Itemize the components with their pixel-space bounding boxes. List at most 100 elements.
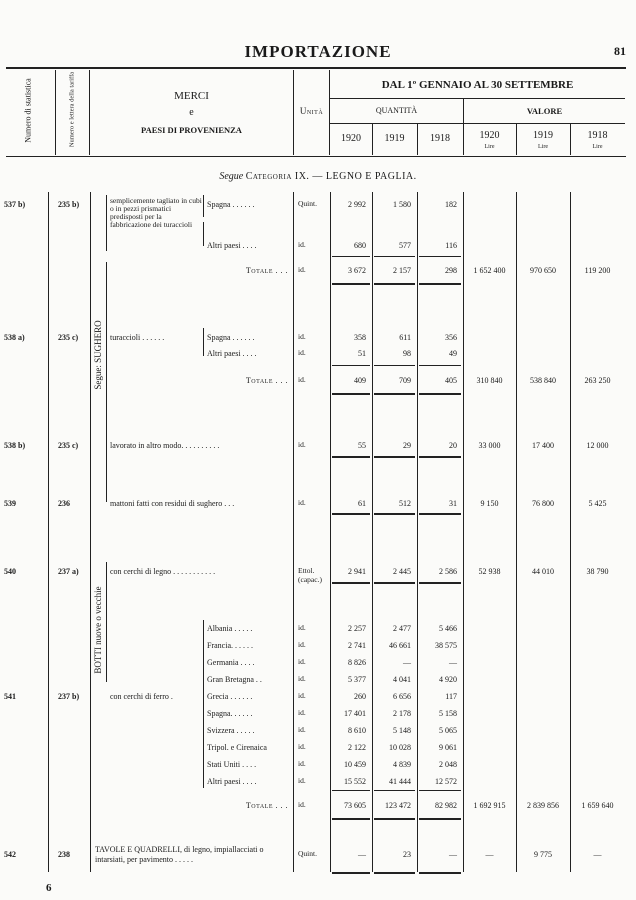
row-country: Germania . . . . xyxy=(207,658,255,667)
row-quantity: 9 061 xyxy=(439,743,457,752)
row-quantity: 2 122 xyxy=(348,743,366,752)
row-quantity: 10 028 xyxy=(389,743,411,752)
row-value: 52 938 xyxy=(478,567,501,576)
header-divider xyxy=(89,70,90,155)
row-quantity: 298 xyxy=(445,266,457,275)
brace-line xyxy=(106,195,107,251)
row-country: Spagna . . . . . . xyxy=(207,333,255,342)
total-rule xyxy=(332,513,370,515)
subtotal-rule xyxy=(332,256,370,257)
row-quantity: 2 257 xyxy=(348,624,366,633)
row-unit: id. xyxy=(298,776,306,785)
row-country: Altri paesi . . . . xyxy=(207,777,257,786)
row-value: 2 839 856 xyxy=(527,801,559,810)
row-value: 5 425 xyxy=(588,499,607,508)
row-tariff-number: 235 c) xyxy=(58,441,79,450)
row-value: 12 000 xyxy=(586,441,609,450)
col-header-value: VALORE xyxy=(526,106,563,116)
row-unit: id. xyxy=(298,742,306,751)
row-stat-number: 542 xyxy=(4,850,16,859)
row-quantity: 5 158 xyxy=(439,709,457,718)
row-quantity: 512 xyxy=(399,499,411,508)
row-unit: id. xyxy=(298,725,306,734)
row-quantity: 2 941 xyxy=(348,567,366,576)
brace-line xyxy=(106,562,107,682)
row-value: 970 650 xyxy=(530,266,556,275)
brace-line xyxy=(203,195,204,217)
row-quantity: 3 672 xyxy=(348,266,366,275)
total-rule xyxy=(332,283,370,285)
total-rule xyxy=(332,393,370,395)
row-description: con cerchi di ferro . xyxy=(110,692,173,701)
row-quantity: 29 xyxy=(403,441,411,450)
subtotal-rule xyxy=(374,365,415,366)
total-rule xyxy=(332,456,370,458)
row-country: Svizzera . . . . . xyxy=(207,726,255,735)
column-rule xyxy=(463,192,464,872)
header-divider xyxy=(329,70,330,155)
row-description: semplicemente tagliato in cubi o in pezz… xyxy=(110,196,202,229)
column-rule xyxy=(293,192,294,872)
row-unit: id. xyxy=(298,375,306,384)
row-quantity: 31 xyxy=(449,499,457,508)
row-value: 17 400 xyxy=(532,441,554,450)
row-country: Tripol. e Cirenaica xyxy=(207,743,267,752)
row-quantity: 46 661 xyxy=(389,641,411,650)
col-header-quantity: QUANTITÀ xyxy=(375,106,418,115)
row-unit: id. xyxy=(298,265,306,274)
row-total-label: Totale . . . xyxy=(245,266,288,275)
column-rule xyxy=(372,192,373,872)
page-title: IMPORTAZIONE xyxy=(244,42,392,61)
total-rule xyxy=(332,818,370,820)
row-unit: id. xyxy=(298,623,306,632)
subtotal-rule xyxy=(332,365,370,366)
col-header-merci: MERCI xyxy=(174,90,209,102)
subtotal-rule xyxy=(374,256,415,257)
row-quantity: 15 552 xyxy=(344,777,366,786)
row-description: mattoni fatti con residui di sughero . .… xyxy=(110,499,235,508)
brace-line xyxy=(203,620,204,788)
row-quantity: 38 575 xyxy=(435,641,457,650)
header-divider xyxy=(372,124,373,155)
total-rule xyxy=(419,818,461,820)
row-quantity: 123 472 xyxy=(385,801,411,810)
year-header-value: 1920 xyxy=(479,130,500,141)
row-country: Spagna . . . . . . xyxy=(207,200,255,209)
row-value: 76 800 xyxy=(532,499,554,508)
row-quantity: 577 xyxy=(399,241,411,250)
header-divider xyxy=(516,124,517,155)
row-quantity: 10 459 xyxy=(344,760,366,769)
brace-line xyxy=(203,328,204,356)
row-quantity: 2 992 xyxy=(348,200,366,209)
row-description: lavorato in altro modo. . . . . . . . . … xyxy=(110,441,220,450)
total-rule xyxy=(419,582,461,584)
row-stat-number: 537 b) xyxy=(4,200,26,209)
col-header-tariff: Numero e lettera della tariffa xyxy=(68,71,76,148)
row-unit: id. xyxy=(298,332,306,341)
year-header-value: 1918 xyxy=(587,130,608,141)
header-divider xyxy=(55,70,56,155)
currency-label: Lire xyxy=(484,144,495,150)
row-value: 1 692 915 xyxy=(473,801,506,810)
total-rule xyxy=(374,393,415,395)
row-quantity: 61 xyxy=(358,499,366,508)
column-rule xyxy=(570,192,571,872)
total-rule xyxy=(374,872,415,874)
header-bottom-rule xyxy=(6,156,626,157)
row-quantity: 55 xyxy=(358,441,366,450)
row-country: Francia. . . . . . xyxy=(207,641,253,650)
row-quantity: 41 444 xyxy=(389,777,411,786)
row-value: 119 200 xyxy=(584,266,611,275)
column-rule xyxy=(516,192,517,872)
row-unit: Ettol. (capac.) xyxy=(298,566,322,584)
row-unit: Quint. xyxy=(298,849,317,858)
subtotal-rule xyxy=(419,790,461,791)
col-header-stat: Numero di statistica xyxy=(23,78,33,143)
subtotal-rule xyxy=(419,256,461,257)
currency-label: Lire xyxy=(538,144,548,150)
row-unit: id. xyxy=(298,759,306,768)
row-stat-number: 541 xyxy=(4,692,16,701)
row-total-label: Totale . . . xyxy=(245,801,288,810)
row-quantity: — xyxy=(358,850,366,859)
